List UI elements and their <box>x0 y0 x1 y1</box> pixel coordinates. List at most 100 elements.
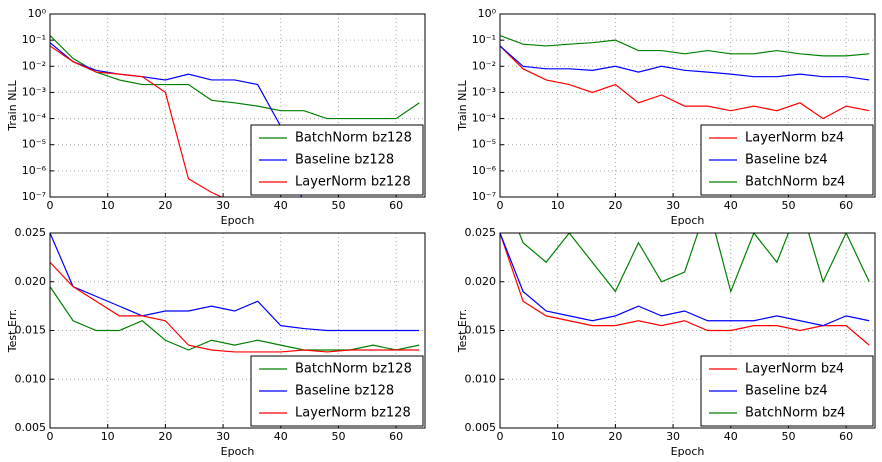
x-tick-label: 50 <box>781 430 795 443</box>
data-line <box>518 233 870 294</box>
y-tick-label: 0.020 <box>465 275 497 288</box>
x-tick-label: 0 <box>497 199 504 212</box>
data-line <box>500 45 870 120</box>
y-tick-label: 0.005 <box>15 421 47 434</box>
x-tick-label: 60 <box>839 199 853 212</box>
x-tick-label: 20 <box>158 199 172 212</box>
series-group <box>500 34 870 120</box>
x-tick-label: 0 <box>47 199 54 212</box>
y-tick-label: 10⁻¹ <box>22 33 46 46</box>
y-tick-label: 10⁻³ <box>472 85 496 98</box>
legend-label: LayerNorm bz128 <box>295 175 411 190</box>
x-tick-label: 0 <box>47 430 54 443</box>
legend: LayerNorm bz4 Baseline bz4 BatchNorm bz4 <box>700 355 874 427</box>
y-axis-label: Train NLL <box>6 79 19 131</box>
plot-frame <box>499 232 876 429</box>
x-tick-label: 30 <box>666 199 680 212</box>
data-line <box>500 233 870 346</box>
y-tick-label: 10⁻² <box>472 59 496 72</box>
y-axis-label: Test Err. <box>6 309 19 353</box>
series-group <box>500 233 870 346</box>
y-tick-label: 0.025 <box>15 226 47 239</box>
y-tick-label: 10⁻⁷ <box>22 190 46 203</box>
x-tick-label: 30 <box>216 199 230 212</box>
legend-label: Baseline bz128 <box>295 153 394 168</box>
plot-frame <box>49 232 426 429</box>
subplot: 0 10 20 30 40 50 60 0.005 0.010 0.015 0.020 0.025 Ep… <box>6 226 426 458</box>
legend: BatchNorm bz128 Baseline bz128 LayerNorm b… <box>250 355 424 427</box>
x-tick-label: 40 <box>274 199 288 212</box>
y-tick-label: 10⁰ <box>478 7 497 20</box>
plot-frame <box>499 13 876 198</box>
subplot: 0 10 20 30 40 50 60 10⁻⁷ 10⁻⁶ 10⁻⁵ 10⁻⁴ 10⁻³ 10⁻² 10⁻… <box>6 7 426 227</box>
x-tick-label: 50 <box>331 199 345 212</box>
x-axis-label: Epoch <box>221 214 255 227</box>
x-tick-label: 40 <box>274 430 288 443</box>
data-line <box>50 35 420 120</box>
x-tick-label: 10 <box>101 430 115 443</box>
x-axis-label: Epoch <box>671 445 705 458</box>
plot-frame <box>49 13 426 198</box>
x-tick-label: 40 <box>724 199 738 212</box>
x-tick-label: 30 <box>216 430 230 443</box>
series-group <box>50 233 420 353</box>
y-tick-label: 0.020 <box>15 275 47 288</box>
x-tick-label: 10 <box>551 430 565 443</box>
legend-label: LayerNorm bz4 <box>745 131 844 146</box>
y-tick-label: 10⁻⁵ <box>472 138 496 151</box>
y-tick-label: 0.015 <box>465 324 497 337</box>
subplot: 0 10 20 30 40 50 60 10⁻⁷ 10⁻⁶ 10⁻⁵ 10⁻⁴ 10⁻³ 10⁻² 10⁻… <box>456 7 876 227</box>
legend-label: BatchNorm bz128 <box>295 362 412 377</box>
legend-label: Baseline bz4 <box>745 153 828 168</box>
data-line <box>50 261 420 353</box>
legend-label: LayerNorm bz128 <box>295 406 411 421</box>
x-tick-label: 50 <box>331 430 345 443</box>
y-axis-label: Test Err. <box>456 309 469 353</box>
y-tick-label: 0.015 <box>15 324 47 337</box>
y-tick-label: 0.010 <box>15 372 47 385</box>
legend-label: LayerNorm bz4 <box>745 362 844 377</box>
x-tick-label: 30 <box>666 430 680 443</box>
x-axis-label: Epoch <box>671 214 705 227</box>
y-tick-label: 0.005 <box>465 421 497 434</box>
y-tick-label: 10⁻¹ <box>472 33 496 46</box>
data-line <box>50 286 420 351</box>
legend: LayerNorm bz4 Baseline bz4 BatchNorm bz4 <box>700 124 874 196</box>
x-tick-label: 60 <box>389 430 403 443</box>
y-tick-label: 10⁻⁴ <box>472 112 497 125</box>
legend-label: BatchNorm bz4 <box>745 406 845 421</box>
x-tick-label: 40 <box>724 430 738 443</box>
legend-label: Baseline bz4 <box>745 384 828 399</box>
series-group <box>50 35 420 197</box>
y-axis-label: Train NLL <box>456 79 469 131</box>
data-line <box>50 42 303 197</box>
x-tick-label: 60 <box>839 430 853 443</box>
legend: BatchNorm bz128 Baseline bz128 LayerNorm b… <box>250 124 424 196</box>
y-tick-label: 10⁻⁶ <box>472 164 497 177</box>
y-tick-label: 10⁻⁶ <box>22 164 47 177</box>
x-tick-label: 0 <box>497 430 504 443</box>
y-tick-label: 0.025 <box>465 226 497 239</box>
x-tick-label: 10 <box>101 199 115 212</box>
x-tick-label: 60 <box>389 199 403 212</box>
x-tick-label: 50 <box>781 199 795 212</box>
y-tick-label: 10⁻² <box>22 59 46 72</box>
x-tick-label: 10 <box>551 199 565 212</box>
y-tick-label: 0.010 <box>465 372 497 385</box>
y-tick-label: 10⁻⁴ <box>22 112 47 125</box>
y-tick-label: 10⁻⁷ <box>472 190 496 203</box>
legend-box <box>250 124 424 196</box>
data-line <box>500 233 870 327</box>
x-tick-label: 20 <box>158 430 172 443</box>
data-line <box>500 45 870 81</box>
subplot: 0 10 20 30 40 50 60 0.005 0.010 0.015 0.020 0.025 Ep… <box>456 226 876 458</box>
legend-label: BatchNorm bz128 <box>295 131 412 146</box>
x-tick-label: 20 <box>608 430 622 443</box>
y-tick-label: 10⁻³ <box>22 85 46 98</box>
x-axis-label: Epoch <box>221 445 255 458</box>
legend-label: BatchNorm bz4 <box>745 175 845 190</box>
data-line <box>500 34 870 57</box>
data-line <box>50 233 420 332</box>
data-line <box>50 45 224 197</box>
